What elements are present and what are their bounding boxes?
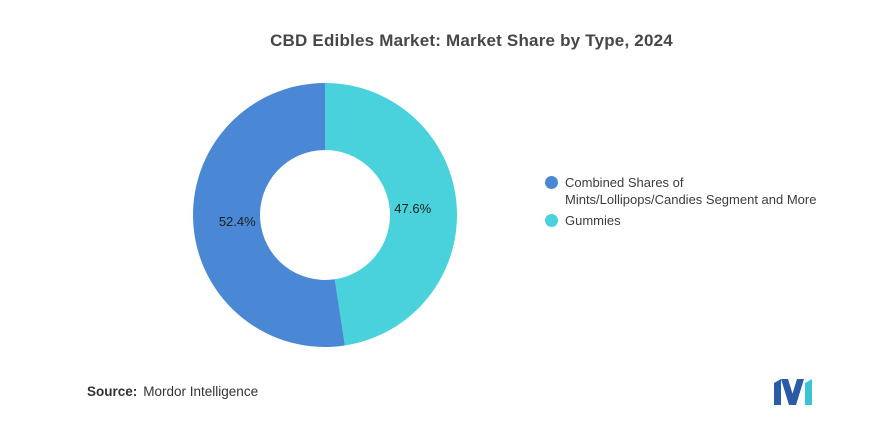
legend-swatch-icon	[545, 214, 558, 227]
legend-label: Combined Shares of Mints/Lollipops/Candie…	[565, 175, 817, 207]
chart-title: CBD Edibles Market: Market Share by Type…	[270, 31, 673, 50]
donut-chart: 47.6% 52.4%	[193, 83, 458, 347]
donut-slice-2	[193, 83, 345, 347]
logo-mark-icon	[774, 379, 812, 405]
slice-data-label: 52.4%	[219, 214, 256, 229]
source-note: Source: Mordor Intelligence	[87, 384, 258, 399]
mordor-intelligence-logo	[771, 377, 819, 405]
donut-chart-area: 47.6% 52.4%	[185, 75, 465, 355]
chart-legend: Combined Shares of Mints/Lollipops/Candie…	[545, 174, 816, 229]
legend-swatch-icon	[545, 176, 558, 189]
source-value: Mordor Intelligence	[143, 384, 259, 399]
legend-item-1: Combined Shares of Mints/Lollipops/Candie…	[545, 174, 816, 208]
legend-item-2: Gummies	[545, 212, 816, 229]
donut-slice-1	[325, 83, 458, 346]
source-label: Source:	[87, 384, 138, 399]
slice-data-label: 47.6%	[394, 201, 431, 216]
legend-label: Gummies	[565, 213, 621, 228]
